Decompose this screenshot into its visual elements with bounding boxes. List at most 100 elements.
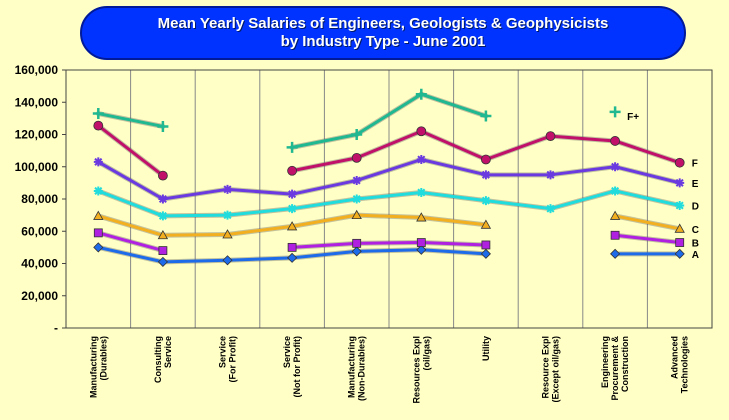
series-line (226, 256, 294, 262)
series-line (96, 214, 165, 237)
series-point (222, 255, 233, 266)
x-tick-label: Resource Expl (Except oil/gas) (541, 336, 561, 403)
series-c (93, 209, 685, 240)
series-line (290, 133, 359, 149)
series-point (93, 186, 103, 196)
x-tick-label: Manufacturing (Non-Durables) (347, 336, 367, 401)
x-tick-label-line: (For Profit) (228, 336, 238, 383)
series-point (675, 200, 685, 210)
x-tick-label-line: (Not for Profit) (292, 336, 302, 397)
series-point (416, 238, 426, 247)
series-label: F+ (627, 112, 639, 123)
series-point (610, 248, 621, 259)
series-point (480, 248, 491, 259)
y-tick-label: 20,000 (21, 289, 58, 303)
series-point (352, 238, 362, 248)
series-line (355, 248, 423, 253)
series-line (226, 224, 294, 236)
series-line (290, 156, 359, 173)
series-line (96, 189, 165, 218)
series-point (352, 175, 362, 185)
x-tick-label-line: Utility (481, 336, 491, 361)
series-f (93, 120, 685, 181)
y-tick-label: 60,000 (21, 224, 58, 238)
series-label: C (692, 225, 699, 236)
chart-title: Mean Yearly Salaries of Engineers, Geolo… (157, 15, 609, 32)
series-point (609, 210, 621, 220)
x-tick-label: Service (Not for Profit) (282, 336, 302, 397)
series-line (96, 112, 165, 128)
x-tick-label: Service (For Profit) (218, 336, 238, 383)
series-point (416, 188, 426, 198)
y-tick-label: 80,000 (21, 192, 58, 206)
series-point (481, 240, 491, 250)
y-tick-label: 120,000 (15, 128, 59, 142)
y-tick-label: 140,000 (15, 95, 59, 109)
series-line (484, 199, 552, 211)
series-point (223, 184, 232, 194)
x-tick-label-line: Construction (620, 336, 630, 392)
x-tick-label-line: Engineering (600, 336, 610, 388)
series-line (613, 214, 682, 231)
series-line (96, 231, 165, 253)
series-point (286, 141, 298, 153)
series-line (419, 241, 488, 247)
series-line (290, 213, 359, 228)
series-label: E (692, 179, 699, 190)
series-f-plus (92, 88, 621, 153)
series-point (92, 108, 104, 120)
series-line (419, 191, 488, 203)
series-point (352, 194, 362, 204)
series-point (157, 256, 168, 267)
series-line (355, 213, 423, 220)
series-d (93, 186, 685, 221)
x-tick-label-line: Manufacturing (88, 336, 98, 398)
x-tick-label: Engineering Procurement & Construction (600, 336, 630, 401)
series-point (546, 170, 555, 180)
series-point (610, 136, 620, 146)
x-tick-label: Advanced Technologies (670, 336, 690, 393)
series-point (675, 178, 685, 188)
x-tick-label-line: Service (163, 336, 173, 368)
series-point (545, 131, 556, 142)
series-a (93, 242, 685, 267)
x-tick-label-line: Technologies (680, 336, 690, 393)
series-point (481, 170, 491, 180)
series-line (549, 189, 617, 211)
x-tick-label-line: Resources Expl (411, 336, 421, 404)
series-point (610, 230, 620, 240)
series-line (613, 189, 682, 207)
series-point (287, 204, 297, 214)
series-label: B (692, 239, 699, 250)
series-point (93, 157, 103, 167)
series-line (549, 134, 617, 143)
series-point (351, 246, 362, 257)
series-line (419, 92, 488, 118)
series-line (161, 258, 229, 264)
series-line (549, 165, 617, 177)
x-tick-label-line: Advanced (670, 336, 680, 379)
series-line (613, 165, 682, 185)
series-point (480, 219, 492, 229)
series-point (223, 210, 232, 220)
x-tick-label-line: (Non-Durables) (357, 336, 367, 401)
chart-title-banner: Mean Yearly Salaries of Engineers, Geolo… (80, 6, 686, 60)
series-line (290, 178, 359, 196)
series-point (287, 242, 297, 252)
x-tick-label: Manufacturing (Durables) (88, 336, 108, 398)
series-point (158, 194, 168, 204)
series-point (480, 110, 492, 122)
series-line (161, 187, 229, 201)
series-line (96, 245, 165, 264)
x-tick-label-line: (Durables) (98, 336, 108, 381)
series-line (161, 232, 229, 237)
series-e (93, 154, 685, 204)
series-label: A (692, 250, 699, 261)
series-line (355, 191, 423, 201)
series-point (287, 252, 298, 263)
series-line (226, 207, 294, 217)
series-point (157, 120, 169, 132)
series-line (355, 157, 423, 182)
x-tick-label-line: Consulting (153, 336, 163, 383)
